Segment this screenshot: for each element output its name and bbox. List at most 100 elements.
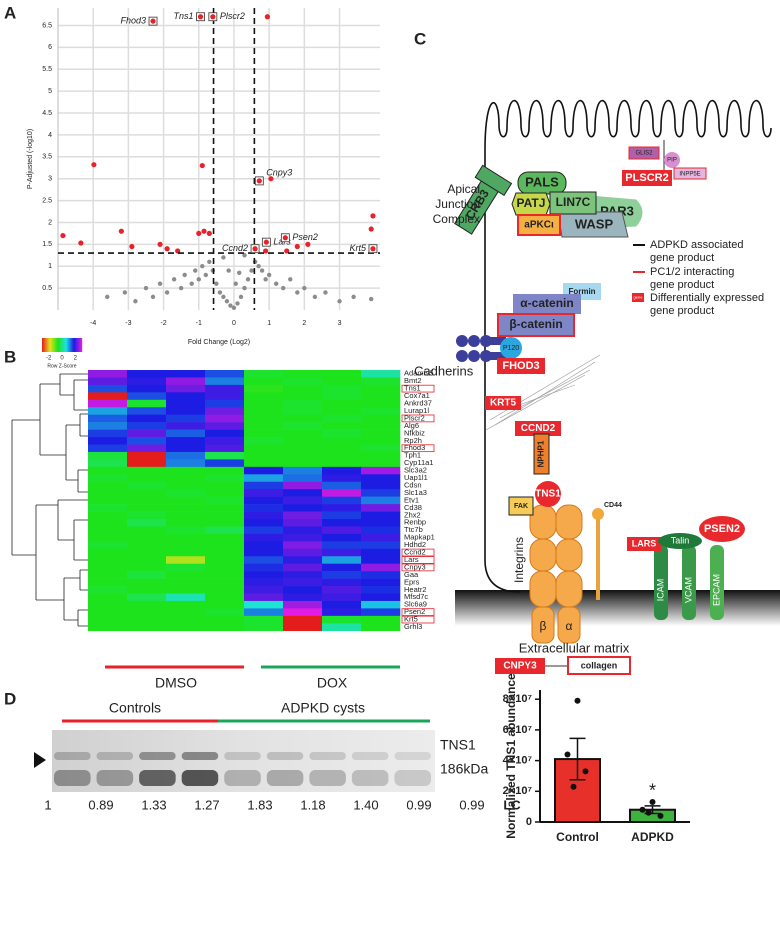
colorbar-swatch <box>42 338 44 352</box>
heat-cell <box>127 429 167 438</box>
data-point <box>221 294 226 300</box>
heat-cell <box>127 392 167 401</box>
heat-cell <box>166 511 206 520</box>
node-label: NPHP1 <box>537 440 546 467</box>
heat-cell <box>322 586 362 594</box>
blot-band <box>224 752 261 760</box>
heat-cell <box>361 623 401 632</box>
heat-cell <box>244 437 284 445</box>
heat-cell <box>361 459 401 468</box>
heat-cell <box>88 474 128 483</box>
heat-cell <box>166 578 206 587</box>
data-point <box>295 290 300 295</box>
colorbar-swatch <box>56 338 58 352</box>
data-point <box>242 253 247 258</box>
point-label: Krt5 <box>349 243 367 253</box>
gene-label: Tph1 <box>404 451 421 460</box>
heat-cell <box>322 533 362 542</box>
gene-highlight <box>401 384 435 393</box>
node-label: GLIS2 <box>635 151 653 157</box>
heat-cell <box>322 489 362 497</box>
heat-cell <box>244 407 284 415</box>
node-label: Formin <box>568 287 595 296</box>
labeled-point <box>370 246 376 252</box>
data-point <box>129 243 135 250</box>
heat-cell <box>322 459 362 468</box>
colorbar-swatch <box>77 338 79 352</box>
heat-cell <box>166 556 206 564</box>
heat-cell <box>205 429 245 438</box>
gene-label: Ccnd2 <box>404 548 426 557</box>
heat-cell <box>283 377 323 386</box>
data-point <box>231 305 237 311</box>
heat-cell <box>205 615 245 624</box>
heat-cell <box>127 526 167 535</box>
heat-cell <box>205 370 245 378</box>
colorbar-swatch <box>75 338 77 352</box>
heat-cell <box>127 548 167 557</box>
colorbar-swatch <box>66 338 68 352</box>
x-tick-label: 3 <box>338 320 342 327</box>
data-point <box>228 303 233 308</box>
heat-cell <box>361 519 401 527</box>
group-label: DOX <box>317 675 348 691</box>
node-label: CNPY3 <box>503 661 537 672</box>
heat-cell <box>283 422 323 430</box>
lc-label: LC <box>503 797 521 812</box>
heat-cell <box>283 384 323 393</box>
data-point <box>305 241 311 247</box>
data-point <box>268 176 274 182</box>
gene-label: Zhx2 <box>404 510 421 519</box>
lc-value: 0.99 <box>459 797 484 812</box>
data-point <box>78 240 84 246</box>
y-tick-label: 2×10⁷ <box>503 785 533 797</box>
colorbar-swatch <box>76 338 78 352</box>
colorbar-swatch <box>68 338 70 352</box>
colorbar-swatch <box>61 338 63 352</box>
heat-cell <box>283 578 323 587</box>
heat-cell <box>361 370 401 378</box>
heat-cell <box>361 586 401 594</box>
x-tick-label: 0 <box>232 320 236 327</box>
region-label: Apical <box>447 182 480 196</box>
colorbar-label: Row Z-Score <box>47 363 76 369</box>
colorbar-swatch <box>49 338 51 352</box>
gene-label: Gaa <box>404 570 419 579</box>
labeled-point <box>282 235 288 241</box>
heat-cell <box>88 623 128 632</box>
data-point <box>178 285 184 291</box>
heat-cell <box>127 541 167 550</box>
size-label: 186kDa <box>440 761 488 777</box>
heat-cell <box>283 615 323 624</box>
blot-band <box>54 770 91 786</box>
colorbar-swatch <box>46 338 48 352</box>
blot-band <box>54 752 91 760</box>
x-tick-label: -3 <box>125 320 131 327</box>
heat-cell <box>205 593 245 602</box>
heat-cell <box>166 377 206 386</box>
heat-cell <box>127 437 167 445</box>
heat-cell <box>205 519 245 527</box>
y-tick-label: 4.5 <box>42 110 52 117</box>
data-point <box>233 281 238 286</box>
colorbar-swatch <box>60 338 62 352</box>
inpp5e <box>673 167 707 180</box>
colorbar-swatch <box>57 338 59 352</box>
blot-band <box>266 752 304 760</box>
data-point <box>200 264 205 269</box>
heat-cell <box>205 377 245 386</box>
data-point <box>199 162 205 169</box>
heat-cell <box>88 377 128 386</box>
data-point <box>294 243 300 250</box>
data-point <box>206 230 212 237</box>
blot-band <box>224 770 261 786</box>
heat-cell <box>166 519 206 527</box>
heat-cell <box>88 556 128 564</box>
gene-highlight <box>401 548 435 557</box>
heat-cell <box>88 370 128 378</box>
heat-cell <box>166 593 206 602</box>
x-tick-label: -2 <box>160 320 166 327</box>
heat-cell <box>88 563 128 572</box>
heat-cell <box>322 392 362 401</box>
tns1 <box>535 481 561 507</box>
